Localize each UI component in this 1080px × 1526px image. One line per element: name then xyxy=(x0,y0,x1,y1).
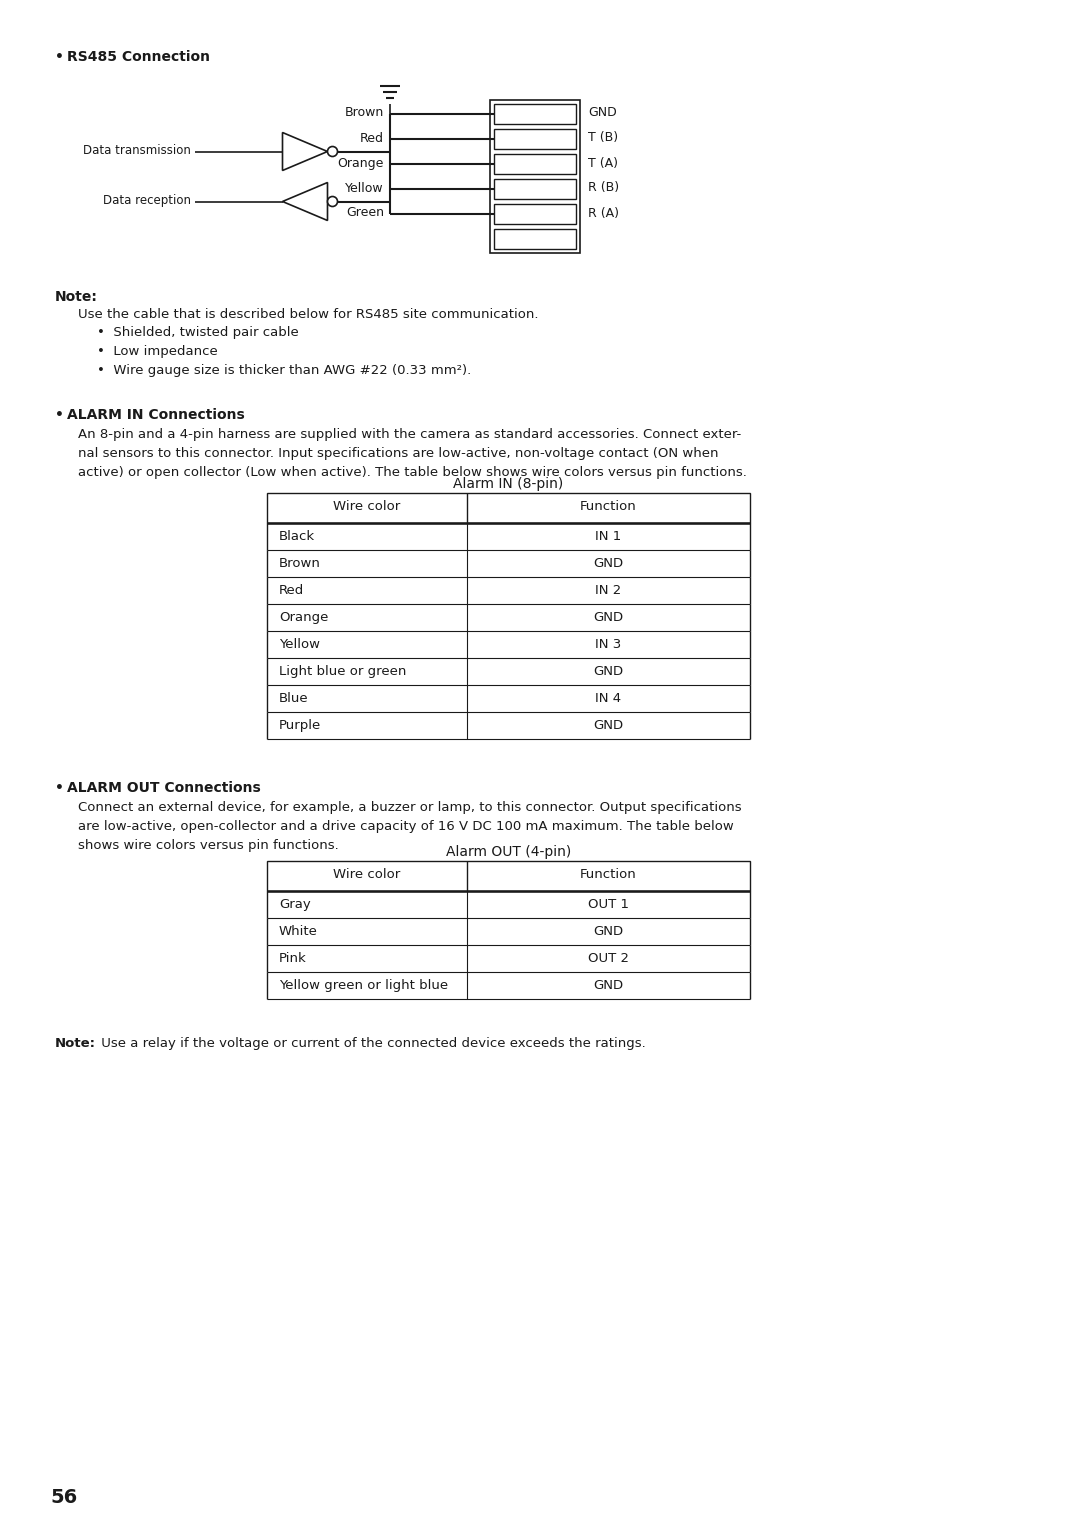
Text: IN 1: IN 1 xyxy=(595,530,622,543)
Text: GND: GND xyxy=(588,107,617,119)
Text: Black: Black xyxy=(279,530,315,543)
Bar xyxy=(267,861,750,891)
Bar xyxy=(494,104,576,124)
Text: R (B): R (B) xyxy=(588,182,619,194)
Text: •: • xyxy=(55,781,69,795)
Text: Alarm IN (8-pin): Alarm IN (8-pin) xyxy=(454,478,564,491)
Text: Yellow: Yellow xyxy=(279,638,320,652)
Text: active) or open collector (Low when active). The table below shows wire colors v: active) or open collector (Low when acti… xyxy=(78,465,747,479)
Text: shows wire colors versus pin functions.: shows wire colors versus pin functions. xyxy=(78,839,339,852)
Text: IN 2: IN 2 xyxy=(595,584,622,597)
Text: Use the cable that is described below for RS485 site communication.: Use the cable that is described below fo… xyxy=(78,308,539,320)
Text: White: White xyxy=(279,925,318,938)
Text: GND: GND xyxy=(593,719,623,732)
Text: Note:: Note: xyxy=(55,290,98,304)
Text: nal sensors to this connector. Input specifications are low-active, non-voltage : nal sensors to this connector. Input spe… xyxy=(78,447,718,459)
Text: Gray: Gray xyxy=(279,897,311,911)
Bar xyxy=(494,154,576,174)
Bar xyxy=(490,101,580,253)
Text: Use a relay if the voltage or current of the connected device exceeds the rating: Use a relay if the voltage or current of… xyxy=(97,1038,646,1050)
Text: T (A): T (A) xyxy=(588,157,618,169)
Circle shape xyxy=(327,197,337,206)
Bar xyxy=(494,204,576,224)
Text: Green: Green xyxy=(346,206,384,220)
Bar xyxy=(494,179,576,198)
Text: •  Shielded, twisted pair cable: • Shielded, twisted pair cable xyxy=(97,327,299,339)
Text: Data reception: Data reception xyxy=(103,194,191,208)
Text: Yellow: Yellow xyxy=(346,182,384,194)
Text: GND: GND xyxy=(593,557,623,571)
Text: RS485 Connection: RS485 Connection xyxy=(67,50,210,64)
Text: IN 3: IN 3 xyxy=(595,638,622,652)
Text: GND: GND xyxy=(593,925,623,938)
Text: Function: Function xyxy=(580,868,637,881)
Text: Note:: Note: xyxy=(55,1038,96,1050)
Text: Red: Red xyxy=(360,131,384,145)
Text: Red: Red xyxy=(279,584,305,597)
Text: An 8-pin and a 4-pin harness are supplied with the camera as standard accessorie: An 8-pin and a 4-pin harness are supplie… xyxy=(78,427,741,441)
Text: are low-active, open-collector and a drive capacity of 16 V DC 100 mA maximum. T: are low-active, open-collector and a dri… xyxy=(78,819,733,833)
Text: Connect an external device, for example, a buzzer or lamp, to this connector. Ou: Connect an external device, for example,… xyxy=(78,801,742,813)
Text: Wire color: Wire color xyxy=(334,501,401,513)
Text: •: • xyxy=(55,50,69,64)
Text: Brown: Brown xyxy=(279,557,321,571)
Text: Data transmission: Data transmission xyxy=(83,143,191,157)
Text: IN 4: IN 4 xyxy=(595,691,622,705)
Text: Purple: Purple xyxy=(279,719,321,732)
Text: OUT 1: OUT 1 xyxy=(588,897,629,911)
Text: Brown: Brown xyxy=(345,107,384,119)
Text: 56: 56 xyxy=(50,1488,78,1508)
Text: Blue: Blue xyxy=(279,691,309,705)
Text: Yellow green or light blue: Yellow green or light blue xyxy=(279,980,448,992)
Polygon shape xyxy=(283,133,327,171)
Text: GND: GND xyxy=(593,980,623,992)
Text: GND: GND xyxy=(593,665,623,678)
Circle shape xyxy=(327,146,337,157)
Polygon shape xyxy=(283,183,327,220)
Text: ALARM IN Connections: ALARM IN Connections xyxy=(67,407,245,423)
Text: GND: GND xyxy=(593,610,623,624)
Text: •  Low impedance: • Low impedance xyxy=(97,345,218,359)
Bar xyxy=(267,493,750,523)
Text: Alarm OUT (4-pin): Alarm OUT (4-pin) xyxy=(446,845,571,859)
Text: T (B): T (B) xyxy=(588,131,618,145)
Text: Wire color: Wire color xyxy=(334,868,401,881)
Text: Orange: Orange xyxy=(338,157,384,169)
Text: R (A): R (A) xyxy=(588,206,619,220)
Text: Function: Function xyxy=(580,501,637,513)
Bar xyxy=(494,229,576,249)
Text: Pink: Pink xyxy=(279,952,307,964)
Bar xyxy=(494,130,576,150)
Text: Light blue or green: Light blue or green xyxy=(279,665,406,678)
Text: •: • xyxy=(55,407,69,423)
Text: •  Wire gauge size is thicker than AWG #22 (0.33 mm²).: • Wire gauge size is thicker than AWG #2… xyxy=(97,365,471,377)
Text: OUT 2: OUT 2 xyxy=(588,952,629,964)
Text: ALARM OUT Connections: ALARM OUT Connections xyxy=(67,781,260,795)
Text: Orange: Orange xyxy=(279,610,328,624)
